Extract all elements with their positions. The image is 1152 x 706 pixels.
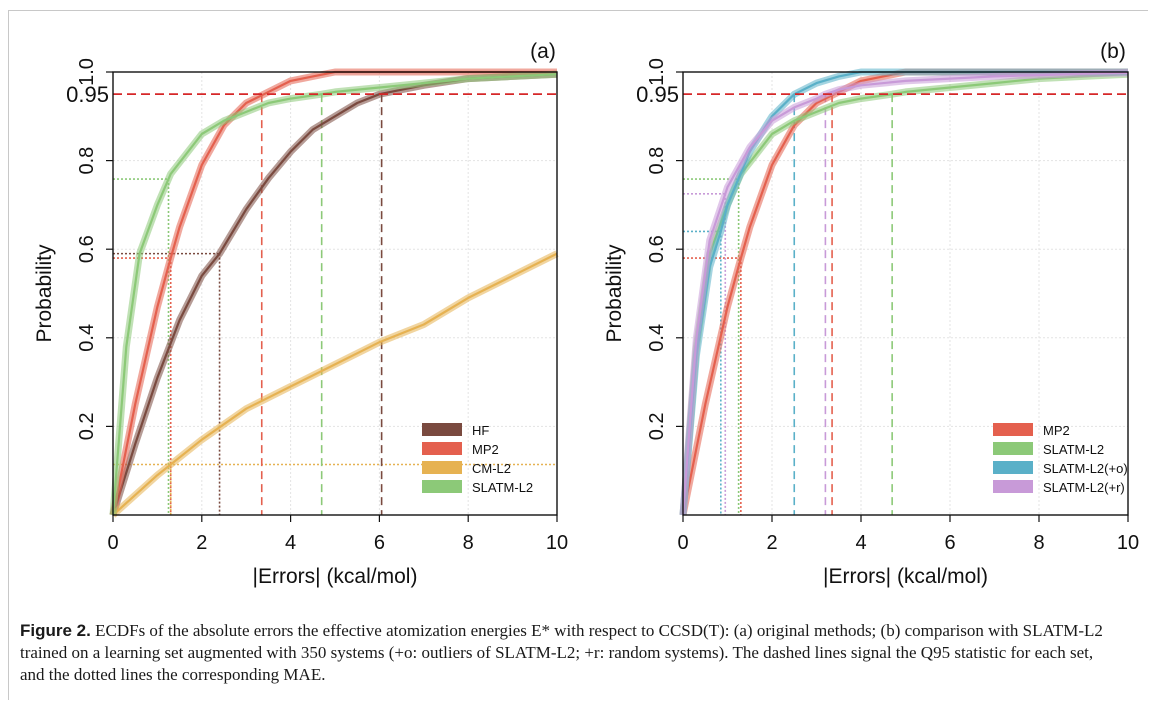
x-tick-label: 8 [463,532,474,554]
series-line [111,73,558,516]
legend-swatch [993,442,1033,455]
legend-swatch [422,461,462,474]
legend-swatch [422,442,462,455]
legend-label: MP2 [472,442,499,457]
x-axis-title: |Errors| (kcal/mol) [823,565,988,588]
panel-label: (b) [1100,40,1126,63]
x-tick-label: 0 [107,532,118,554]
x-tick-label: 10 [546,532,568,554]
legend-label: SLATM-L2 [472,480,533,495]
y-tick-label: 0.6 [76,235,98,263]
y-axis-title: Probability [603,244,626,343]
legend-label: HF [472,423,489,438]
y-tick-label: 1.0 [76,58,98,86]
legend-label: MP2 [1043,423,1070,438]
chart-panel-a: 0.95 0 2 4 6 8 10 0.2 0.4 0.6 0.8 1.0 |Errors| (kcal… [33,40,568,588]
panel-label: (a) [530,40,556,63]
plot-frame [112,71,558,516]
figure-frame-left [8,10,9,700]
series-line [112,252,558,516]
y-axis-title: Probability [33,244,56,343]
x-tick-label: 6 [374,532,385,554]
caption-text: ECDFs of the absolute errors the effecti… [20,621,1103,684]
legend-label: CM-L2 [472,461,511,476]
legend-swatch [993,461,1033,474]
plot-frame [682,71,1129,516]
x-tick-label: 8 [1033,532,1044,554]
caption-label: Figure 2. [20,621,91,640]
chart-panel-b: 0.95 0 2 4 6 8 10 0.2 0.4 0.6 0.8 1.0 |Errors| (kcal… [603,40,1139,588]
ref-line-label: 0.95 [636,82,679,107]
x-tick-label: 0 [677,532,688,554]
x-axis-title: |Errors| (kcal/mol) [253,565,418,588]
y-tick-label: 1.0 [646,58,668,86]
legend-swatch [993,423,1033,436]
legend-swatch [422,480,462,493]
figure-caption: Figure 2. ECDFs of the absolute errors t… [20,620,1120,686]
x-tick-label: 2 [766,532,777,554]
y-tick-label: 0.2 [646,412,668,440]
y-tick-label: 0.4 [646,324,668,352]
legend-label: SLATM-L2(+r) [1043,480,1125,495]
y-tick-label: 0.6 [646,235,668,263]
ref-line-label: 0.95 [66,82,109,107]
legend-swatch [422,423,462,436]
x-tick-label: 6 [944,532,955,554]
y-tick-label: 0.8 [646,147,668,175]
x-tick-label: 4 [855,532,866,554]
x-tick-label: 10 [1117,532,1139,554]
legend-label: SLATM-L2(+o) [1043,461,1128,476]
y-tick-label: 0.4 [76,324,98,352]
y-tick-label: 0.2 [76,412,98,440]
legend-label: SLATM-L2 [1043,442,1104,457]
series-line [111,70,557,516]
legend-swatch [993,480,1033,493]
figure-svg: 0.95 0 2 4 6 8 10 0.2 0.4 0.6 0.8 1.0 |Errors| (kcal… [33,40,1139,588]
x-tick-label: 2 [196,532,207,554]
y-tick-label: 0.8 [76,147,98,175]
figure-frame-top [8,10,1148,11]
series-line [681,70,1128,516]
x-tick-label: 4 [285,532,296,554]
